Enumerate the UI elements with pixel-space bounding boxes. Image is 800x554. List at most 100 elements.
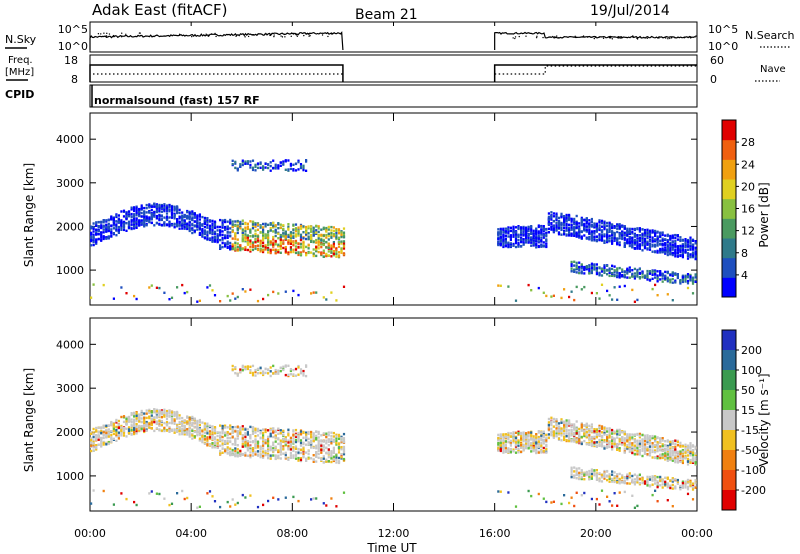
- velocity-echo-cell: [269, 432, 272, 435]
- velocity-echo-cell: [573, 470, 576, 473]
- power-echo-cell: [272, 243, 275, 246]
- power-echo-cell: [598, 235, 601, 238]
- power-echo-cell: [613, 274, 616, 278]
- power-echo-cell: [148, 216, 151, 219]
- power-echo-cell: [150, 205, 153, 209]
- power-clutter-cell: [499, 284, 502, 287]
- velocity-echo-cell: [588, 434, 591, 437]
- velocity-echo-cell: [600, 425, 604, 428]
- velocity-echo-cell: [206, 437, 209, 441]
- power-echo-cell: [158, 209, 161, 212]
- velocity-echo-cell: [535, 433, 538, 436]
- velocity-colorbar-tick-label: 15: [741, 404, 755, 417]
- power-echo-cell: [294, 169, 298, 172]
- power-echo-cell: [616, 271, 619, 274]
- power-clutter-cell: [550, 295, 553, 298]
- velocity-echo-cell: [279, 457, 282, 460]
- velocity-echo-cell: [130, 418, 133, 421]
- freq-panel-frame: [89, 54, 698, 83]
- power-echo-cell: [219, 230, 222, 234]
- power-echo-cell: [246, 160, 249, 163]
- power-echo-cell: [507, 226, 510, 229]
- x-axis-label: Time UT: [366, 541, 417, 554]
- power-clutter-cell: [219, 300, 222, 303]
- power-echo-cell: [575, 222, 578, 225]
- velocity-echo-cell: [163, 426, 166, 430]
- velocity-echo-cell: [135, 432, 138, 435]
- velocity-echo-cell: [330, 450, 333, 453]
- velocity-echo-cell: [590, 430, 593, 433]
- power-echo-cell: [244, 236, 247, 239]
- velocity-echo-cell: [332, 458, 335, 461]
- velocity-echo-cell: [148, 410, 151, 413]
- power-echo-cell: [130, 223, 133, 226]
- power-echo-cell: [277, 222, 280, 225]
- velocity-echo-cell: [133, 425, 136, 428]
- velocity-echo-cell: [317, 446, 320, 450]
- power-echo-cell: [550, 214, 553, 218]
- velocity-echo-cell: [249, 445, 252, 448]
- power-echo-cell: [246, 227, 249, 231]
- velocity-echo-cell: [140, 425, 143, 428]
- power-echo-cell: [287, 159, 290, 162]
- power-echo-cell: [274, 163, 277, 166]
- power-echo-cell: [292, 231, 295, 235]
- power-echo-cell: [241, 161, 244, 164]
- power-echo-cell: [272, 159, 275, 162]
- power-echo-cell: [287, 242, 290, 245]
- power-echo-cell: [181, 211, 184, 214]
- power-echo-cell: [502, 233, 505, 236]
- power-echo-cell: [302, 250, 305, 253]
- power-echo-cell: [186, 214, 189, 218]
- power-echo-cell: [590, 232, 593, 236]
- velocity-echo-cell: [507, 447, 510, 450]
- power-echo-cell: [90, 236, 93, 239]
- velocity-echo-cell: [570, 466, 573, 469]
- velocity-echo-cell: [608, 480, 611, 483]
- velocity-echo-cell: [110, 438, 113, 441]
- power-echo-cell: [595, 230, 598, 233]
- velocity-echo-cell: [340, 436, 343, 440]
- velocity-echo-cell: [269, 456, 272, 459]
- power-echo-cell: [160, 223, 163, 227]
- nsearch-point: [525, 35, 527, 37]
- power-echo-cell: [606, 224, 609, 228]
- power-echo-cell: [236, 242, 239, 245]
- velocity-echo-cell: [226, 426, 229, 429]
- velocity-clutter-cell: [335, 505, 338, 508]
- power-echo-cell: [497, 228, 500, 231]
- x-tick-label: 04:00: [175, 527, 207, 540]
- power-echo-cell: [107, 229, 110, 233]
- nsearch-point: [152, 35, 154, 38]
- power-echo-cell: [153, 202, 156, 206]
- power-echo-cell: [102, 225, 105, 228]
- velocity-echo-cell: [274, 372, 277, 375]
- velocity-echo-cell: [122, 428, 126, 431]
- velocity-echo-cell: [317, 444, 320, 447]
- velocity-echo-cell: [517, 451, 520, 454]
- velocity-echo-cell: [499, 444, 502, 447]
- velocity-echo-cell: [535, 442, 538, 445]
- power-clutter-cell: [575, 285, 578, 289]
- velocity-echo-cell: [535, 446, 538, 449]
- power-echo-cell: [315, 254, 318, 258]
- velocity-echo-cell: [342, 457, 346, 461]
- power-echo-cell: [191, 210, 194, 213]
- velocity-echo-cell: [138, 426, 141, 429]
- power-echo-cell: [251, 166, 255, 169]
- power-clutter-cell: [198, 299, 201, 302]
- velocity-echo-cell: [299, 457, 303, 460]
- velocity-echo-cell: [183, 425, 186, 428]
- power-clutter-cell: [537, 286, 540, 290]
- velocity-echo-cell: [191, 421, 194, 425]
- velocity-echo-cell: [307, 437, 310, 441]
- power-echo-cell: [522, 230, 525, 233]
- power-echo-cell: [206, 230, 209, 233]
- velocity-echo-cell: [292, 374, 295, 377]
- velocity-echo-cell: [254, 428, 257, 432]
- power-echo-cell: [527, 233, 530, 236]
- power-echo-cell: [535, 243, 538, 247]
- power-echo-cell: [112, 223, 115, 227]
- power-echo-cell: [127, 224, 131, 227]
- velocity-echo-cell: [606, 440, 609, 443]
